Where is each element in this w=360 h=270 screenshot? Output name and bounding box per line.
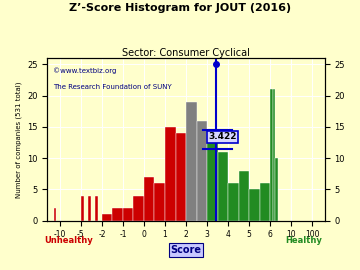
Bar [123, 208, 134, 221]
Bar [249, 190, 260, 221]
Bar [270, 89, 273, 221]
Bar [260, 183, 270, 221]
Text: ©www.textbiz.org: ©www.textbiz.org [53, 67, 116, 74]
X-axis label: Score: Score [171, 245, 202, 255]
Bar [95, 196, 98, 221]
Bar [186, 102, 197, 221]
Bar [81, 196, 84, 221]
Bar [154, 183, 165, 221]
Bar [273, 89, 275, 221]
Text: Z’-Score Histogram for JOUT (2016): Z’-Score Histogram for JOUT (2016) [69, 3, 291, 13]
Bar [176, 133, 186, 221]
Bar [197, 121, 207, 221]
Bar [102, 214, 112, 221]
Bar [228, 183, 239, 221]
Bar [165, 127, 176, 221]
Bar [88, 196, 91, 221]
Bar [134, 196, 144, 221]
Text: 3.422: 3.422 [208, 132, 237, 141]
Bar [144, 177, 154, 221]
Bar [112, 208, 123, 221]
Text: Unhealthy: Unhealthy [44, 237, 93, 245]
Bar [275, 158, 278, 221]
Bar [207, 133, 217, 221]
Title: Sector: Consumer Cyclical: Sector: Consumer Cyclical [122, 48, 250, 58]
Text: Healthy: Healthy [285, 237, 323, 245]
Bar [239, 171, 249, 221]
Y-axis label: Number of companies (531 total): Number of companies (531 total) [15, 81, 22, 198]
Bar [54, 208, 56, 221]
Text: The Research Foundation of SUNY: The Research Foundation of SUNY [53, 84, 172, 90]
Bar [217, 152, 228, 221]
